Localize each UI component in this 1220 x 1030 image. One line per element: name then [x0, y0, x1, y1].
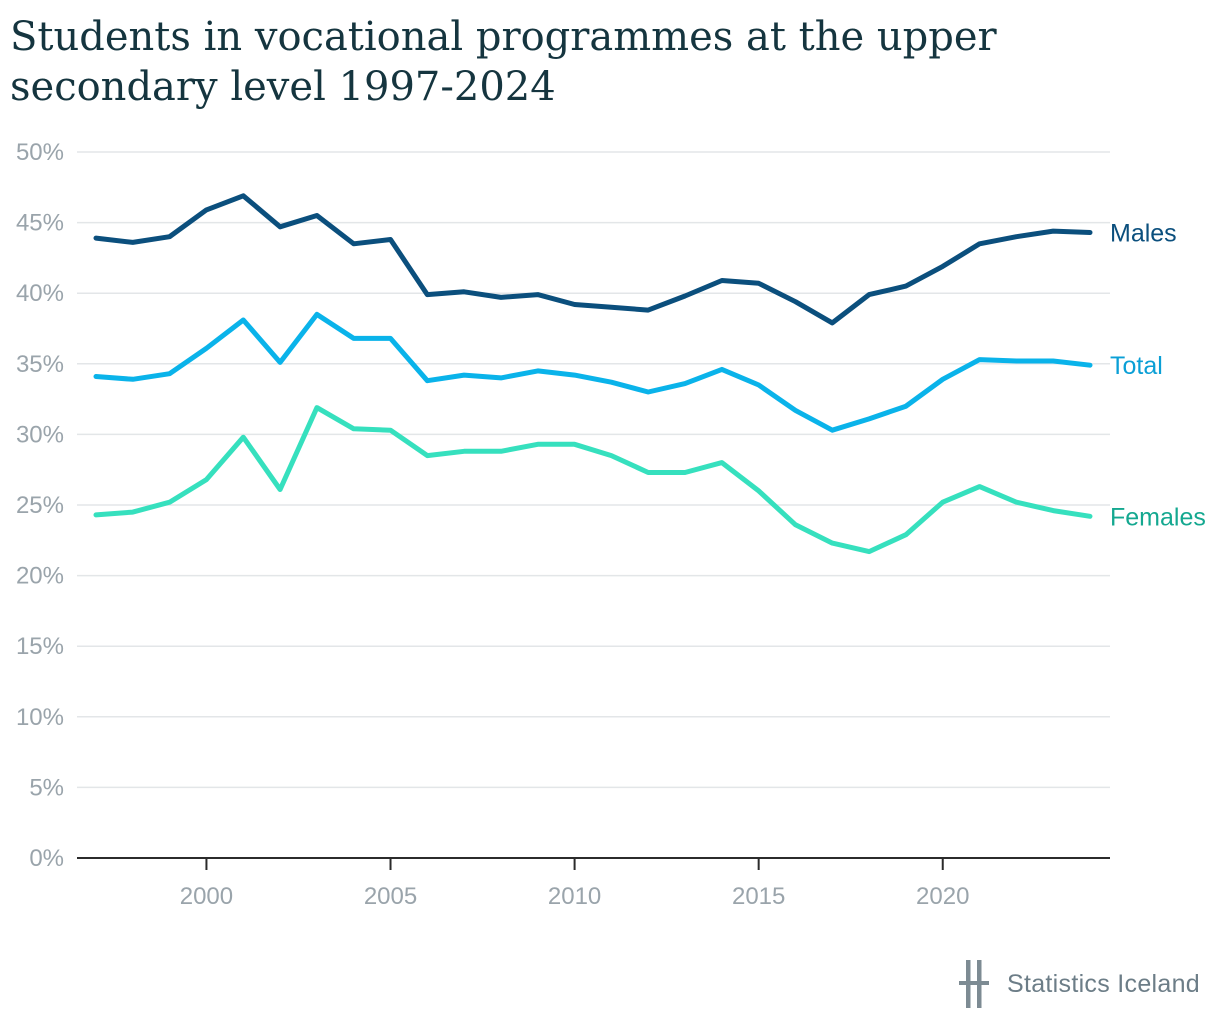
x-tick-label: 2020	[916, 883, 969, 910]
x-axis: 2000 2005 2010 2015 2020	[77, 857, 1110, 910]
y-axis: 0% 5% 10% 15% 20% 25% 30% 35% 40% 45% 50%	[16, 139, 64, 872]
y-tick-label: 5%	[29, 774, 64, 801]
x-tick-label: 2005	[364, 883, 417, 910]
series-labels: Males Total Females	[1110, 219, 1206, 531]
y-tick-label: 35%	[16, 351, 64, 378]
footer: Statistics Iceland	[959, 958, 1200, 1010]
series-label-total: Total	[1110, 352, 1163, 380]
statistics-iceland-logo-icon	[959, 960, 989, 1008]
series-lines	[93, 193, 1093, 555]
series-label-females: Females	[1110, 503, 1206, 531]
y-tick-label: 45%	[16, 210, 64, 237]
y-tick-label: 30%	[16, 421, 64, 448]
chart-title: Students in vocational programmes at the…	[10, 14, 997, 110]
series-line-females	[93, 405, 1093, 555]
x-tick-label: 2010	[548, 883, 601, 910]
y-tick-label: 0%	[29, 845, 64, 872]
x-tick-label: 2000	[180, 883, 233, 910]
x-tick-label: 2015	[732, 883, 785, 910]
source-label: Statistics Iceland	[1007, 969, 1200, 998]
series-label-males: Males	[1110, 219, 1177, 247]
y-tick-label: 40%	[16, 280, 64, 307]
series-line-total	[93, 311, 1093, 433]
y-tick-label: 10%	[16, 704, 64, 731]
series-line-males	[93, 193, 1093, 326]
gridlines	[77, 151, 1110, 789]
y-tick-label: 25%	[16, 492, 64, 519]
y-tick-label: 20%	[16, 563, 64, 590]
y-tick-label: 50%	[16, 139, 64, 166]
y-tick-label: 15%	[16, 633, 64, 660]
